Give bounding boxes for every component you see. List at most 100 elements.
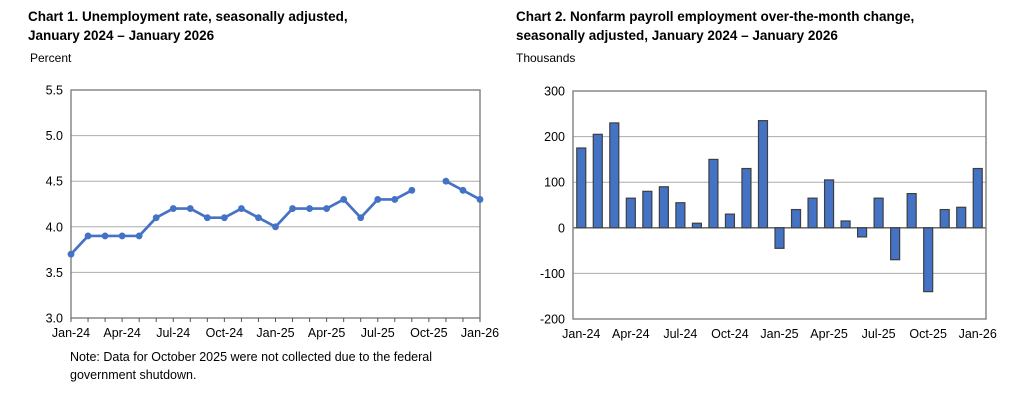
bar-Dec-25: [956, 206, 967, 229]
y-tick-label: 200: [544, 130, 565, 144]
chart2-title-line1: Chart 2. Nonfarm payroll employment over…: [516, 9, 915, 24]
chart1-unit-label: Percent: [30, 51, 72, 65]
marker-Feb-24: [84, 232, 92, 240]
marker-Mar-25: [306, 205, 313, 212]
chart1-note-line1: Note: Data for October 2025 were not col…: [70, 350, 433, 364]
y-gridlines: [71, 135, 480, 273]
marker-Oct-24: [220, 214, 228, 222]
marker-Jan-26: [476, 196, 484, 203]
x-tick-label: Jan-24: [52, 326, 90, 340]
bar-Mar-24: [609, 122, 620, 229]
bar-Oct-24: [724, 213, 736, 229]
y-tick-labels: 5.5 5.0 4.5 4.0 3.5 3.0: [46, 84, 63, 326]
x-tick-label: Jul-24: [156, 326, 190, 340]
y-tick-label: 4.5: [46, 175, 63, 189]
bar-Jun-25: [857, 227, 868, 238]
y-tick-label: -100: [540, 267, 565, 281]
bar-Feb-25: [790, 208, 802, 229]
bar-Sep-24: [708, 158, 719, 229]
x-tick-label: Jul-25: [361, 326, 395, 340]
x-tick-labels: Jan-24 Apr-24 Jul-24 Oct-24 Jan-25 Apr-25 Jul-…: [52, 326, 499, 340]
y-tick-label: 5.0: [46, 129, 63, 143]
y-tick-label: -200: [540, 313, 565, 327]
x-tick-label: Apr-24: [612, 327, 650, 341]
bar-Apr-25: [823, 179, 835, 229]
y-tick-label: 3.5: [46, 266, 63, 280]
y-tick-label: 300: [544, 85, 565, 99]
y-tick-label: 0: [558, 221, 565, 235]
bar-Dec-24: [757, 120, 769, 229]
bar-May-25: [840, 220, 851, 229]
plot-border: [572, 90, 987, 320]
marker-Mar-24: [101, 232, 109, 240]
bar-Jul-24: [675, 202, 686, 229]
bar-Nov-24: [741, 167, 752, 229]
marker-Aug-25: [391, 196, 399, 203]
bar-Jan-26: [972, 167, 983, 229]
bar-Apr-24: [625, 197, 636, 229]
x-tick-label: Jul-24: [663, 327, 697, 341]
bar-Aug-25: [890, 227, 901, 261]
marker-May-25: [340, 196, 348, 203]
chart1-title-line2: January 2024 – January 2026: [28, 28, 215, 43]
marker-Jun-25: [357, 214, 365, 222]
bar-May-24: [642, 190, 653, 229]
bar-Mar-25: [807, 197, 818, 229]
bar-Jun-24: [658, 186, 669, 229]
x-tick-label: Apr-25: [308, 326, 346, 340]
marker-Aug-24: [186, 205, 194, 212]
bar-Nov-25: [939, 208, 950, 229]
chart2-unit-label: Thousands: [516, 51, 576, 65]
x-tick-label: Oct-24: [711, 327, 749, 341]
marker-May-24: [135, 232, 143, 240]
marker-Dec-24: [255, 214, 262, 222]
y-tick-label: 5.5: [46, 84, 63, 98]
marker-Jun-24: [152, 214, 160, 222]
marker-Dec-25: [459, 186, 467, 194]
chart1-note: Note: Data for October 2025 were not col…: [70, 348, 432, 384]
plot-border: [70, 89, 481, 319]
x-tick-label: Apr-25: [810, 327, 848, 341]
y-tick-labels: 300 200 100 0 -100 -200: [540, 85, 565, 327]
chart1-title: Chart 1. Unemployment rate, seasonally a…: [28, 7, 348, 45]
bar-Oct-25: [923, 227, 934, 293]
y-tick-label: 100: [544, 176, 565, 190]
bar-Sep-25: [906, 192, 917, 229]
x-tick-label: Oct-25: [909, 327, 947, 341]
marker-Jul-24: [169, 205, 177, 212]
data-point-markers: [67, 177, 484, 258]
bars: [576, 120, 983, 293]
chart2-title: Chart 2. Nonfarm payroll employment over…: [516, 7, 914, 45]
marker-Jul-25: [374, 196, 382, 203]
x-tick-label: Jan-26: [461, 326, 499, 340]
marker-Nov-25: [442, 177, 450, 185]
x-tick-label: Jan-25: [256, 326, 294, 340]
bar-Jul-25: [873, 197, 884, 229]
bar-Feb-24: [592, 133, 603, 229]
marker-Jan-24: [67, 250, 75, 258]
data-line: [69, 179, 482, 256]
marker-Feb-25: [289, 205, 296, 212]
x-tick-label: Oct-25: [410, 326, 448, 340]
x-tick-label: Apr-24: [103, 326, 141, 340]
marker-Apr-25: [323, 205, 331, 212]
marker-Jan-25: [272, 223, 279, 231]
marker-Sep-24: [203, 214, 211, 222]
x-tick-label: Jan-26: [959, 327, 997, 341]
x-month-ticks: [70, 318, 481, 322]
chart2-title-line2: seasonally adjusted, January 2024 – Janu…: [516, 28, 838, 43]
x-tick-label: Oct-24: [206, 326, 244, 340]
x-tick-label: Jan-24: [562, 327, 600, 341]
marker-Nov-24: [238, 205, 245, 212]
x-tick-labels: Jan-24 Apr-24 Jul-24 Oct-24 Jan-25 Apr-25 Jul-…: [562, 327, 997, 341]
marker-Apr-24: [118, 232, 126, 240]
x-tick-label: Jan-25: [760, 327, 798, 341]
y-tick-label: 3.0: [46, 312, 63, 326]
marker-Sep-25: [408, 186, 416, 194]
bar-Jan-24: [576, 147, 587, 229]
chart1-title-line1: Chart 1. Unemployment rate, seasonally a…: [28, 9, 348, 24]
bar-Jan-25: [774, 227, 785, 249]
